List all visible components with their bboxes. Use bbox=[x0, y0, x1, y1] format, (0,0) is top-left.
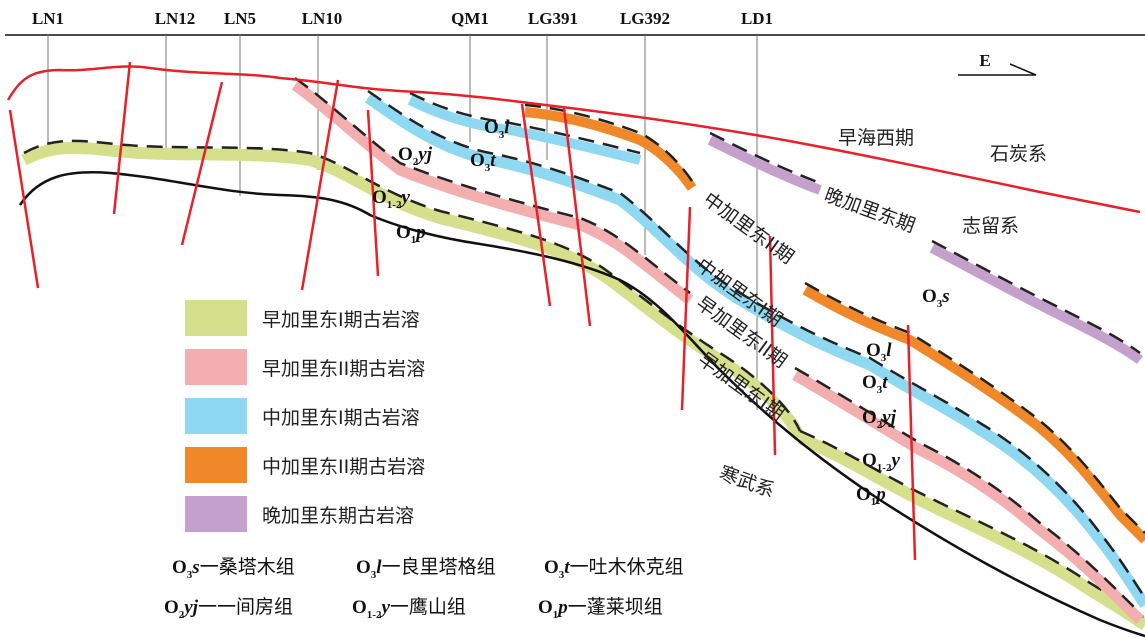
unconformity-orange bbox=[804, 281, 1145, 534]
fault-4 bbox=[300, 79, 340, 291]
band-mid-caledonian-1 bbox=[364, 93, 1145, 609]
well-label-qm1: QM1 bbox=[451, 9, 489, 28]
unconformity-blue-upper bbox=[409, 91, 641, 155]
base-cambrian-boundary bbox=[18, 171, 1145, 638]
well-label-ln12: LN12 bbox=[155, 9, 196, 28]
legend-label-early-caledonian-2: 早加里东II期古岩溶 bbox=[262, 358, 425, 380]
legend-label-early-caledonian-1: 早加里东I期古岩溶 bbox=[262, 309, 420, 331]
abbreviation-key: O3s一桑塔木组 O3l一良里塔格组 O3t一吐木休克组 O2yj一一间房组 O… bbox=[164, 556, 684, 621]
fault-10 bbox=[906, 324, 917, 561]
direction-arrow bbox=[958, 63, 1037, 76]
unconformity-orange-upper bbox=[524, 103, 694, 182]
fault-8 bbox=[680, 206, 692, 411]
unconformity-blue bbox=[367, 89, 1145, 599]
abbr-o3l: O3l一良里塔格组 bbox=[356, 556, 496, 581]
legend: 早加里东I期古岩溶 早加里东II期古岩溶 中加里东I期古岩溶 中加里东II期古岩… bbox=[185, 300, 425, 532]
legend-swatch-mid-caledonian-2 bbox=[185, 447, 247, 483]
band-early-caledonian-1 bbox=[21, 141, 1145, 630]
unconformity-pink bbox=[294, 76, 1141, 614]
label-cambrian: 寒武系 bbox=[716, 462, 777, 502]
well-label-ln10: LN10 bbox=[302, 9, 343, 28]
unconformity-purple bbox=[709, 131, 1141, 355]
legend-label-late-caledonian: 晚加里东期古岩溶 bbox=[262, 505, 414, 527]
abbr-o12y: O1-2y一鹰山组 bbox=[352, 596, 466, 621]
hercynian-unconformity bbox=[6, 65, 1141, 214]
legend-label-mid-caledonian-2: 中加里东II期古岩溶 bbox=[262, 456, 425, 478]
fault-3 bbox=[180, 81, 224, 246]
legend-swatch-mid-caledonian-1 bbox=[185, 398, 247, 434]
legend-swatch-late-caledonian bbox=[185, 496, 247, 532]
abbr-o2yj: O2yj一一间房组 bbox=[164, 596, 293, 621]
tag-o12y-left: O1-2y bbox=[372, 187, 410, 211]
fault-1 bbox=[8, 109, 40, 289]
tag-o12y-right: O1-2y bbox=[862, 450, 900, 474]
faults bbox=[8, 61, 917, 561]
legend-swatch-early-caledonian-2 bbox=[185, 349, 247, 385]
band-early-caledonian-2 bbox=[291, 80, 1144, 624]
band-mid-caledonian-2 bbox=[802, 285, 1145, 544]
band-mid-caledonian-2-upper bbox=[524, 107, 697, 191]
label-silurian: 志留系 bbox=[962, 215, 1019, 237]
fault-7 bbox=[562, 107, 592, 327]
well-label-ln5: LN5 bbox=[224, 9, 256, 28]
well-label-lg392: LG392 bbox=[620, 9, 670, 28]
fault-6 bbox=[520, 103, 552, 307]
well-label-ln1: LN1 bbox=[32, 9, 64, 28]
band-late-caledonian bbox=[707, 135, 1143, 365]
tag-o2yj-right: O2yj bbox=[862, 407, 897, 431]
legend-label-mid-caledonian-1: 中加里东I期古岩溶 bbox=[262, 407, 420, 429]
tag-o3l-right: O3l bbox=[866, 340, 892, 364]
tag-o1p-right: O1p bbox=[856, 484, 886, 508]
label-early-hercynian: 早海西期 bbox=[838, 127, 914, 149]
legend-swatch-early-caledonian-1 bbox=[185, 300, 247, 336]
tag-o2yj-left: O2yj bbox=[398, 144, 433, 168]
label-late-caledonian: 晚加里东期 bbox=[821, 184, 918, 237]
label-carboniferous: 石炭系 bbox=[990, 143, 1047, 165]
tag-o3t-left: O3t bbox=[470, 150, 496, 174]
well-label-ld1: LD1 bbox=[741, 9, 773, 28]
well-label-lg391: LG391 bbox=[528, 9, 578, 28]
abbr-o3s: O3s一桑塔木组 bbox=[172, 556, 295, 581]
tag-o3l-left: O3l bbox=[484, 117, 510, 141]
tag-o1p-left: O1p bbox=[396, 222, 426, 246]
label-mid-caledonian-2: 中加里东II期 bbox=[699, 188, 798, 268]
fault-2 bbox=[112, 61, 132, 215]
tag-o3t-right: O3t bbox=[862, 372, 888, 396]
tag-o3s-right: O3s bbox=[922, 286, 950, 310]
fault-5 bbox=[366, 109, 380, 277]
abbr-o3t: O3t一吐木休克组 bbox=[544, 556, 684, 581]
abbr-o1p: O1p一蓬莱坝组 bbox=[538, 596, 663, 621]
direction-label: E bbox=[979, 51, 990, 70]
fault-9 bbox=[768, 235, 777, 456]
